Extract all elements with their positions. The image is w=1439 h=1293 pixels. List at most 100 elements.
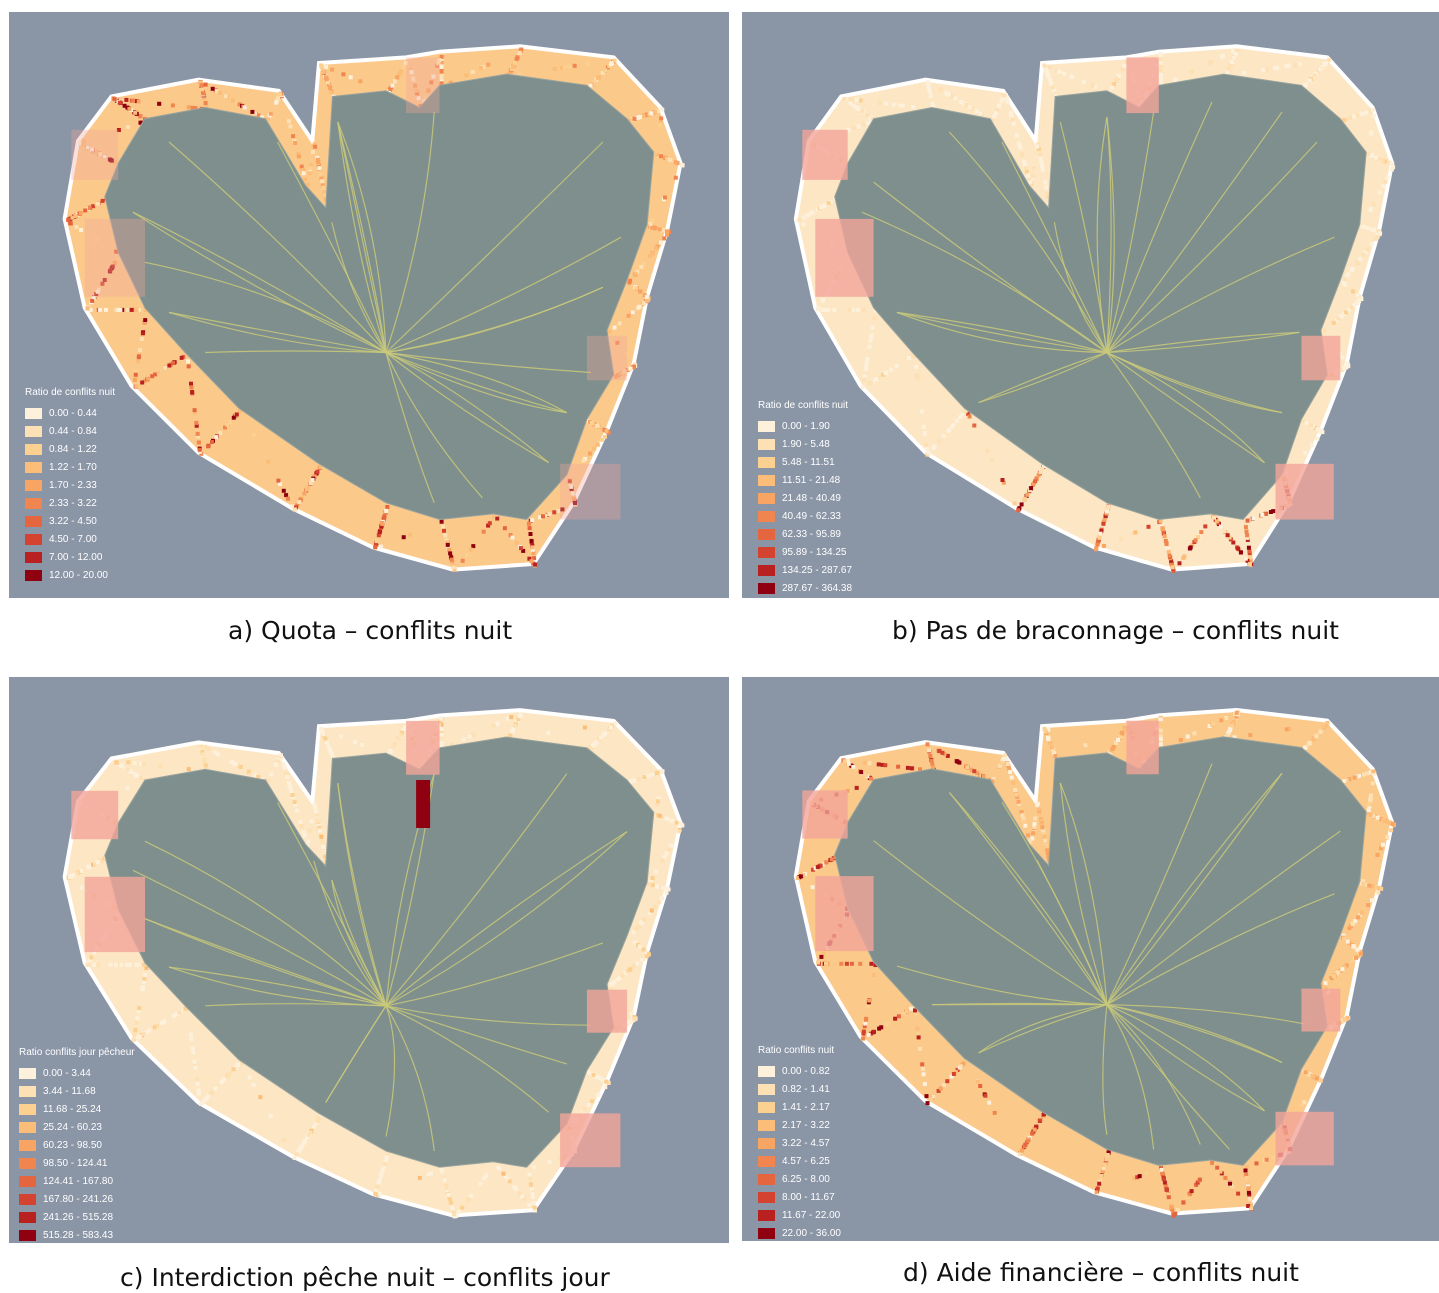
conflict-cell xyxy=(202,756,207,761)
conflict-cell xyxy=(201,754,206,759)
legend-item: 4.57 - 6.25 xyxy=(758,1152,841,1170)
conflict-cell xyxy=(913,1011,918,1016)
legend-label: 62.33 - 95.89 xyxy=(782,528,841,540)
legend-item: 21.48 - 40.49 xyxy=(758,489,852,507)
conflict-cell xyxy=(467,734,472,739)
conflict-cell xyxy=(1119,731,1124,736)
conflict-cell xyxy=(638,289,643,294)
conflict-cell xyxy=(1227,535,1232,540)
conflict-cell xyxy=(286,496,290,501)
river xyxy=(385,351,567,414)
conflict-cell xyxy=(171,1014,176,1018)
conflict-cell xyxy=(1368,795,1373,800)
conflict-cell xyxy=(1246,1204,1251,1208)
conflict-cell xyxy=(1315,436,1320,441)
legend-swatch xyxy=(758,528,775,540)
conflict-cell xyxy=(88,307,93,312)
conflict-cell xyxy=(293,802,298,807)
conflict-cell xyxy=(1177,561,1182,566)
river xyxy=(1106,1004,1283,1064)
conflict-cell xyxy=(89,955,94,960)
conflict-cell xyxy=(958,1064,963,1069)
conflict-cell xyxy=(627,118,632,123)
legend-label: 2.17 - 3.22 xyxy=(782,1119,830,1131)
conflict-cell xyxy=(1248,562,1252,567)
conflict-cell xyxy=(1377,190,1382,195)
legend-swatch xyxy=(758,1155,775,1167)
river xyxy=(331,879,387,1007)
conflict-cell xyxy=(321,185,326,190)
conflict-cell xyxy=(1008,770,1013,774)
conflict-cell xyxy=(562,65,567,70)
conflict-cell xyxy=(1163,1183,1168,1188)
conflict-cell xyxy=(1099,528,1104,533)
conflict-cell xyxy=(1246,1188,1251,1193)
conflict-cell xyxy=(116,962,121,967)
conflict-cell xyxy=(547,1159,552,1164)
conflict-cell xyxy=(144,966,149,970)
conflict-cell xyxy=(203,82,208,87)
river xyxy=(1106,1004,1283,1064)
conflict-cell xyxy=(614,374,618,379)
legend-item: 1.90 - 5.48 xyxy=(758,435,852,453)
conflict-cell xyxy=(517,72,522,77)
conflict-cell xyxy=(503,1174,508,1179)
conflict-cell xyxy=(602,731,607,736)
conflict-cell xyxy=(276,478,281,483)
conflict-cell xyxy=(869,776,873,781)
conflict-cell xyxy=(304,487,309,492)
conflict-cell xyxy=(635,115,640,120)
conflict-cell xyxy=(1351,289,1355,294)
conflict-cell xyxy=(141,984,145,989)
conflict-cell xyxy=(1164,541,1169,545)
conflict-cell xyxy=(809,210,814,215)
conflict-cell xyxy=(1192,731,1197,736)
conflict-cell xyxy=(291,134,296,139)
conflict-cell xyxy=(891,102,896,107)
conflict-cell xyxy=(865,357,870,362)
conflict-cell xyxy=(203,101,208,105)
conflict-cell xyxy=(197,447,202,452)
conflict-cell xyxy=(79,885,84,890)
conflict-cell xyxy=(1027,180,1032,185)
conflict-cell xyxy=(1236,546,1241,551)
conflict-cell xyxy=(1342,965,1347,970)
conflict-cell xyxy=(635,925,640,930)
conflict-cell xyxy=(1339,314,1344,319)
conflict-cell xyxy=(317,828,322,833)
conflict-cell xyxy=(829,857,834,862)
conflict-cell xyxy=(1158,63,1163,68)
conflict-cell xyxy=(798,217,803,222)
conflict-cell xyxy=(435,63,440,68)
conflict-cell xyxy=(231,98,236,103)
conflict-cell xyxy=(946,92,950,97)
conflict-cell xyxy=(1366,808,1371,813)
conflict-cell xyxy=(1158,717,1163,722)
conflict-cell xyxy=(227,1071,232,1076)
conflict-cell xyxy=(999,99,1004,104)
conflict-cell xyxy=(163,365,168,370)
conflict-cell xyxy=(572,496,577,501)
conflict-cell xyxy=(1160,527,1165,532)
conflict-cell xyxy=(1376,156,1381,161)
conflict-cell xyxy=(1391,165,1396,170)
legend-swatch xyxy=(19,1085,36,1097)
legend-item: 1.70 - 2.33 xyxy=(25,476,115,494)
conflict-cell xyxy=(196,440,201,445)
conflict-cell xyxy=(83,208,88,213)
river xyxy=(276,141,387,353)
conflict-cell xyxy=(114,249,119,254)
conflict-cell xyxy=(530,518,535,523)
conflict-cell xyxy=(383,1159,388,1163)
conflict-cell xyxy=(341,72,346,77)
conflict-cell xyxy=(1023,166,1028,171)
conflict-cell xyxy=(1354,955,1358,960)
conflict-cell xyxy=(600,70,605,75)
conflict-cell xyxy=(530,1195,535,1199)
conflict-cell xyxy=(442,1178,447,1183)
conflict-cell xyxy=(1181,556,1186,560)
river xyxy=(331,222,387,353)
conflict-cell xyxy=(1175,1208,1180,1213)
conflict-cell xyxy=(1046,727,1051,732)
conflict-cell xyxy=(529,1188,534,1193)
